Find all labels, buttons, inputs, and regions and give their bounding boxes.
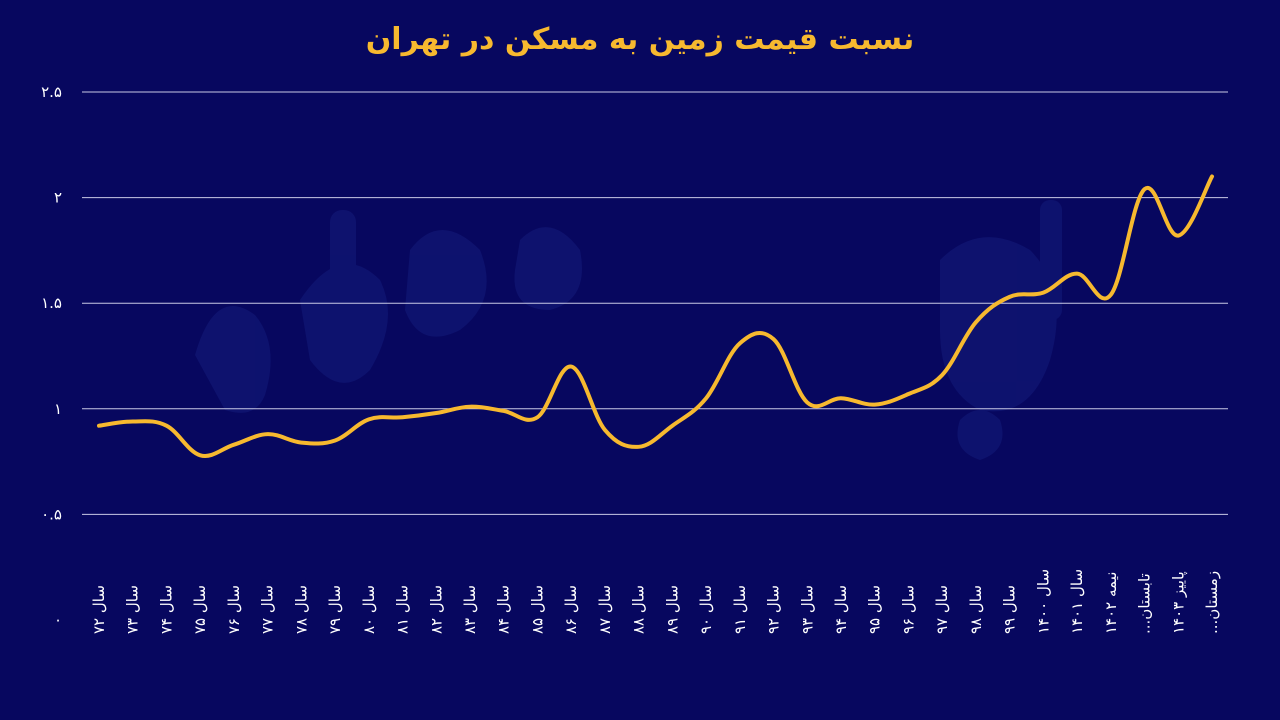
data-point bbox=[872, 402, 878, 408]
x-tick-label: سال ۹۳ bbox=[798, 585, 816, 634]
x-tick-label: سال ۸۶ bbox=[562, 585, 580, 634]
data-point bbox=[1175, 233, 1181, 239]
data-point bbox=[400, 414, 406, 420]
x-tick-label: سال ۸۷ bbox=[596, 585, 614, 634]
x-tick-label: تابستان... bbox=[1136, 573, 1154, 634]
x-axis: سال ۷۲ سال ۷۳ سال ۷۴ سال ۷۵ سال ۷۶ سال ۷۷ سال … bbox=[90, 569, 1221, 634]
x-tick-label: سال ۷۷ bbox=[259, 585, 277, 634]
x-tick-label: سال ۹۲ bbox=[765, 585, 783, 634]
y-tick-label: ۱.۵ bbox=[41, 294, 62, 312]
data-point bbox=[703, 395, 709, 401]
x-tick-label: سال ۸۹ bbox=[663, 585, 681, 634]
x-tick-label: سال ۷۲ bbox=[90, 585, 108, 634]
data-point bbox=[568, 364, 574, 370]
data-point bbox=[1209, 173, 1215, 179]
data-point bbox=[96, 423, 102, 429]
data-point bbox=[602, 427, 608, 433]
data-point bbox=[366, 416, 372, 422]
data-point bbox=[669, 423, 675, 429]
x-tick-label: سال ۹۰ bbox=[697, 585, 715, 634]
x-tick-label: پاییز ۱۴۰۳ bbox=[1169, 571, 1188, 634]
y-tick-label: ۰ bbox=[54, 611, 62, 629]
data-point bbox=[771, 336, 777, 342]
data-point bbox=[501, 408, 507, 414]
data-point bbox=[534, 414, 540, 420]
data-point bbox=[231, 442, 237, 448]
x-tick-label: سال ۱۴۰۱ bbox=[1068, 569, 1086, 634]
x-tick-label: سال ۷۵ bbox=[191, 585, 209, 634]
data-point bbox=[838, 395, 844, 401]
y-tick-label: ۲ bbox=[54, 189, 62, 207]
series-line bbox=[97, 174, 1214, 458]
grid-lines bbox=[82, 91, 1228, 515]
x-tick-label: سال ۹۸ bbox=[967, 585, 985, 634]
data-point bbox=[1142, 186, 1148, 192]
data-point bbox=[905, 391, 911, 397]
data-point bbox=[433, 410, 439, 416]
x-tick-label: سال ۹۴ bbox=[832, 585, 850, 634]
x-tick-label: سال ۱۴۰۰ bbox=[1034, 569, 1052, 634]
x-tick-label: سال ۹۶ bbox=[899, 585, 917, 634]
y-axis: ۰ ۰.۵ ۱ ۱.۵ ۲ ۲.۵ bbox=[41, 83, 62, 629]
chart-title: نسبت قیمت زمین به مسکن در تهران bbox=[365, 22, 915, 57]
data-point bbox=[804, 399, 810, 405]
data-point bbox=[737, 340, 743, 346]
x-tick-label: سال ۸۸ bbox=[630, 585, 648, 634]
data-point bbox=[1074, 271, 1080, 277]
x-tick-label: سال ۹۷ bbox=[933, 585, 951, 634]
data-point bbox=[163, 423, 169, 429]
x-tick-label: زمستان... bbox=[1203, 571, 1221, 634]
x-tick-label: سال ۷۸ bbox=[292, 585, 310, 634]
data-point bbox=[265, 431, 271, 437]
data-point bbox=[197, 452, 203, 458]
x-tick-label: نیمه ۱۴۰۲ bbox=[1102, 572, 1120, 634]
y-tick-label: ۱ bbox=[54, 400, 62, 418]
data-point bbox=[939, 372, 945, 378]
watermark-logo bbox=[195, 200, 1062, 460]
x-tick-label: سال ۷۴ bbox=[157, 585, 175, 634]
data-point bbox=[1007, 294, 1013, 300]
x-tick-label: سال ۷۳ bbox=[124, 585, 142, 634]
x-tick-label: سال ۹۹ bbox=[1001, 585, 1019, 634]
x-tick-label: سال ۸۳ bbox=[461, 585, 479, 634]
data-point bbox=[973, 319, 979, 325]
x-tick-label: سال ۸۱ bbox=[394, 585, 412, 634]
data-point bbox=[1108, 292, 1114, 298]
y-tick-label: ۲.۵ bbox=[41, 83, 62, 101]
x-tick-label: سال ۷۶ bbox=[225, 585, 243, 634]
x-tick-label: سال ۹۱ bbox=[731, 585, 749, 634]
x-tick-label: سال ۸۵ bbox=[528, 585, 546, 634]
x-tick-label: سال ۸۰ bbox=[360, 585, 378, 634]
data-point bbox=[332, 437, 338, 443]
data-point bbox=[130, 418, 136, 424]
data-point bbox=[298, 440, 304, 446]
x-tick-label: سال ۸۴ bbox=[495, 585, 513, 634]
y-tick-label: ۰.۵ bbox=[41, 505, 62, 523]
data-point bbox=[467, 404, 473, 410]
data-point bbox=[1040, 290, 1046, 296]
data-point bbox=[636, 444, 642, 450]
x-tick-label: سال ۹۵ bbox=[866, 585, 884, 634]
x-tick-label: سال ۷۹ bbox=[326, 585, 344, 634]
x-tick-label: سال ۸۲ bbox=[427, 585, 445, 634]
